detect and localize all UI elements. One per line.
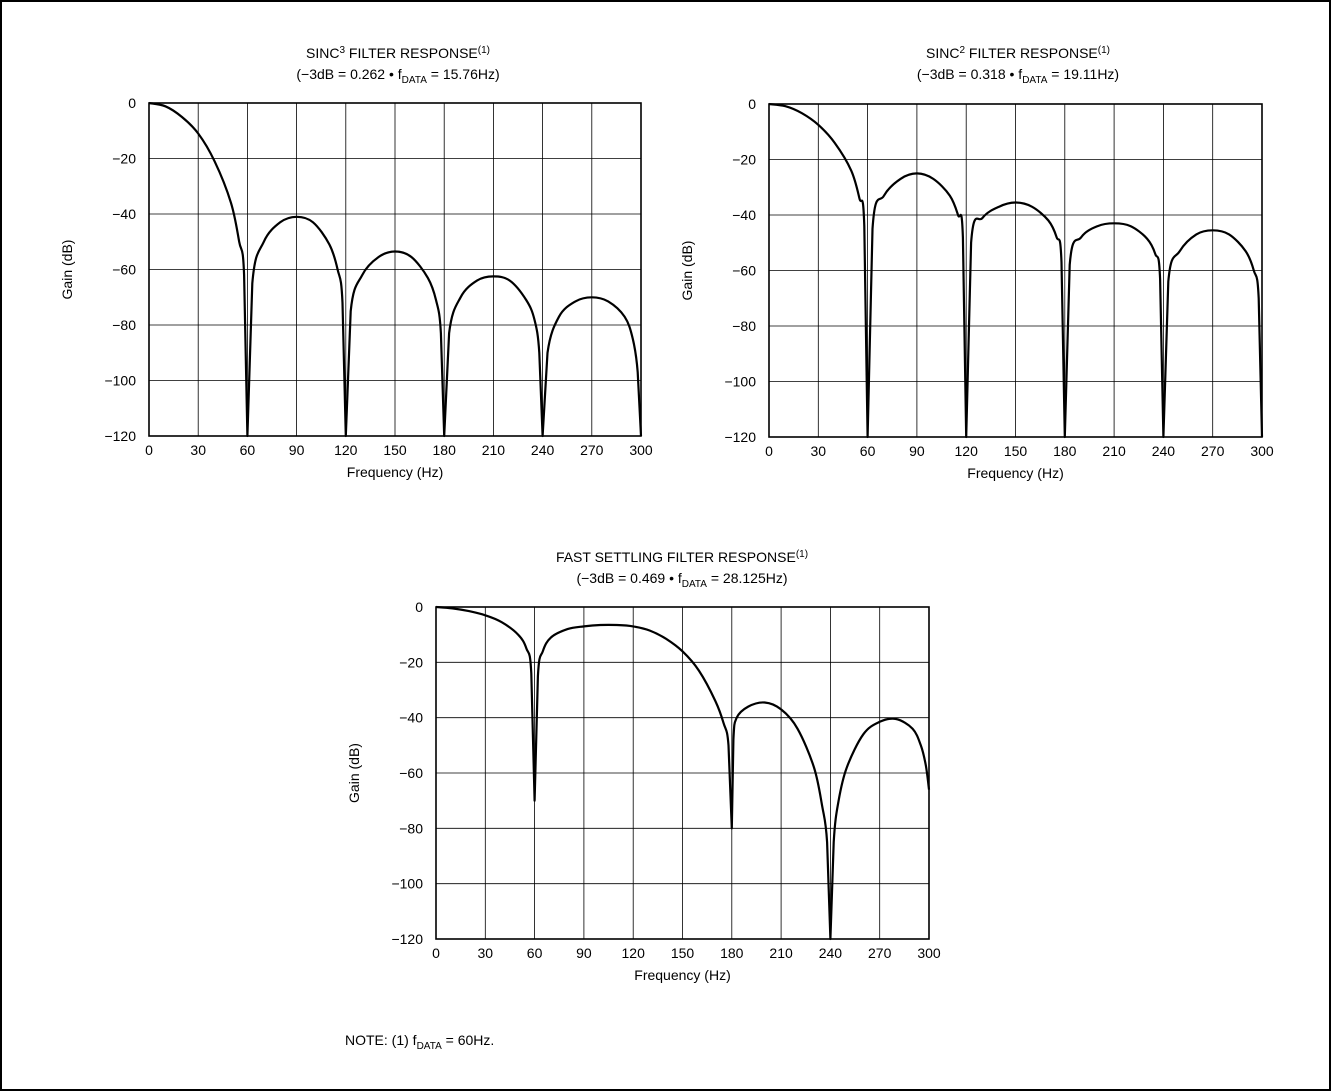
- sinc3-x-tick-label: 0: [145, 442, 153, 458]
- fast-x-tick-label: 210: [769, 945, 793, 961]
- fast-x-tick-label: 120: [622, 945, 646, 961]
- fast-settling-chart: 0 30 60 90 120 150 180 210 240 270 300 0 −20 −40 −60 −8…: [346, 599, 941, 983]
- sinc3-y-tick-label: 0: [128, 95, 136, 111]
- sinc2-x-tick-label: 120: [955, 443, 979, 459]
- fast-y-tick-label: 0: [415, 599, 423, 615]
- fast-y-tick-label: −40: [399, 710, 423, 726]
- sinc3-x-tick-label: 300: [629, 442, 653, 458]
- sinc2-response-curve: [768, 102, 1264, 439]
- sinc3-subtitle: (−3dB = 0.262 • fDATA = 15.76Hz): [296, 66, 499, 86]
- sinc2-y-tick-label: −20: [732, 152, 756, 168]
- sinc3-x-tick-label: 270: [580, 442, 604, 458]
- sinc2-plot-frame: [768, 103, 1263, 438]
- sinc2-y-tick-label: 0: [748, 96, 756, 112]
- sinc3-plot-frame: [148, 102, 642, 437]
- sinc3-x-tick-label: 150: [383, 442, 407, 458]
- fast-y-axis-label: Gain (dB): [346, 743, 362, 803]
- sinc2-y-tick-label: −100: [724, 374, 756, 390]
- sinc2-x-tick-label: 270: [1201, 443, 1225, 459]
- fast-x-tick-label: 270: [868, 945, 892, 961]
- sinc3-title: SINC3 FILTER RESPONSE(1): [306, 45, 490, 61]
- sinc2-chart: 0 30 60 90 120 150 180 210 240 270 300 0 −20 −40 −60 −8…: [679, 96, 1274, 481]
- sinc3-y-tick-label: −20: [112, 151, 136, 167]
- fast-x-tick-label: 180: [720, 945, 744, 961]
- sinc3-x-tick-label: 120: [334, 442, 358, 458]
- fast-x-tick-label: 60: [527, 945, 543, 961]
- sinc2-title: SINC2 FILTER RESPONSE(1): [926, 45, 1110, 61]
- fast-title: FAST SETTLING FILTER RESPONSE(1): [556, 549, 808, 565]
- sinc3-y-tick-label: −80: [112, 317, 136, 333]
- fast-y-tick-label: −100: [391, 876, 423, 892]
- sinc2-y-axis-label: Gain (dB): [679, 241, 695, 301]
- footnote: NOTE: (1) fDATA = 60Hz.: [345, 1032, 494, 1052]
- sinc2-x-tick-label: 30: [811, 443, 827, 459]
- sinc3-x-tick-label: 30: [190, 442, 206, 458]
- sinc2-x-tick-label: 240: [1152, 443, 1176, 459]
- sinc2-x-tick-label: 90: [909, 443, 925, 459]
- sinc3-x-tick-label: 180: [433, 442, 457, 458]
- fast-title-block: FAST SETTLING FILTER RESPONSE(1) (−3dB =…: [556, 549, 808, 590]
- sinc3-y-tick-label: −120: [104, 428, 136, 444]
- sinc2-x-tick-label: 0: [765, 443, 773, 459]
- sinc3-response-curve: [148, 101, 643, 438]
- sinc3-y-tick-label: −100: [104, 373, 136, 389]
- sinc2-x-tick-label: 300: [1250, 443, 1274, 459]
- fast-y-tick-label: −20: [399, 654, 423, 670]
- sinc3-chart: 0 30 60 90 120 150 180 210 240 270 300 0 −20 −40 −60 −8…: [59, 95, 653, 480]
- fast-subtitle: (−3dB = 0.469 • fDATA = 28.125Hz): [576, 570, 787, 590]
- sinc3-title-block: SINC3 FILTER RESPONSE(1) (−3dB = 0.262 •…: [296, 45, 499, 86]
- sinc3-x-axis-label: Frequency (Hz): [347, 464, 443, 480]
- sinc2-subtitle: (−3dB = 0.318 • fDATA = 19.11Hz): [917, 66, 1119, 86]
- fast-y-tick-label: −120: [391, 931, 423, 947]
- sinc2-y-tick-label: −80: [732, 318, 756, 334]
- fast-x-tick-label: 30: [478, 945, 494, 961]
- sinc3-x-tick-label: 60: [240, 442, 256, 458]
- fast-x-tick-label: 150: [671, 945, 695, 961]
- sinc3-x-tick-label: 90: [289, 442, 305, 458]
- sinc2-y-tick-label: −40: [732, 207, 756, 223]
- fast-x-tick-label: 90: [576, 945, 592, 961]
- sinc2-y-tick-label: −60: [732, 263, 756, 279]
- fast-y-tick-label: −80: [399, 820, 423, 836]
- sinc3-x-tick-label: 210: [482, 442, 506, 458]
- sinc2-x-tick-label: 210: [1102, 443, 1126, 459]
- sinc2-x-tick-label: 180: [1053, 443, 1077, 459]
- fast-x-tick-label: 240: [819, 945, 843, 961]
- sinc3-y-tick-label: −40: [112, 206, 136, 222]
- sinc2-y-tick-label: −120: [724, 429, 756, 445]
- fast-x-tick-label: 0: [432, 945, 440, 961]
- fast-plot-frame: [435, 606, 930, 940]
- sinc2-x-tick-label: 60: [860, 443, 876, 459]
- fast-y-tick-label: −60: [399, 765, 423, 781]
- fast-x-axis-label: Frequency (Hz): [634, 967, 730, 983]
- sinc2-x-axis-label: Frequency (Hz): [967, 465, 1063, 481]
- sinc2-title-block: SINC2 FILTER RESPONSE(1) (−3dB = 0.318 •…: [917, 45, 1119, 86]
- sinc2-x-tick-label: 150: [1004, 443, 1028, 459]
- sinc3-x-tick-label: 240: [531, 442, 555, 458]
- fast-response-curve: [435, 605, 931, 941]
- sinc3-y-tick-label: −60: [112, 262, 136, 278]
- fast-x-tick-label: 300: [917, 945, 941, 961]
- sinc3-y-axis-label: Gain (dB): [59, 240, 75, 300]
